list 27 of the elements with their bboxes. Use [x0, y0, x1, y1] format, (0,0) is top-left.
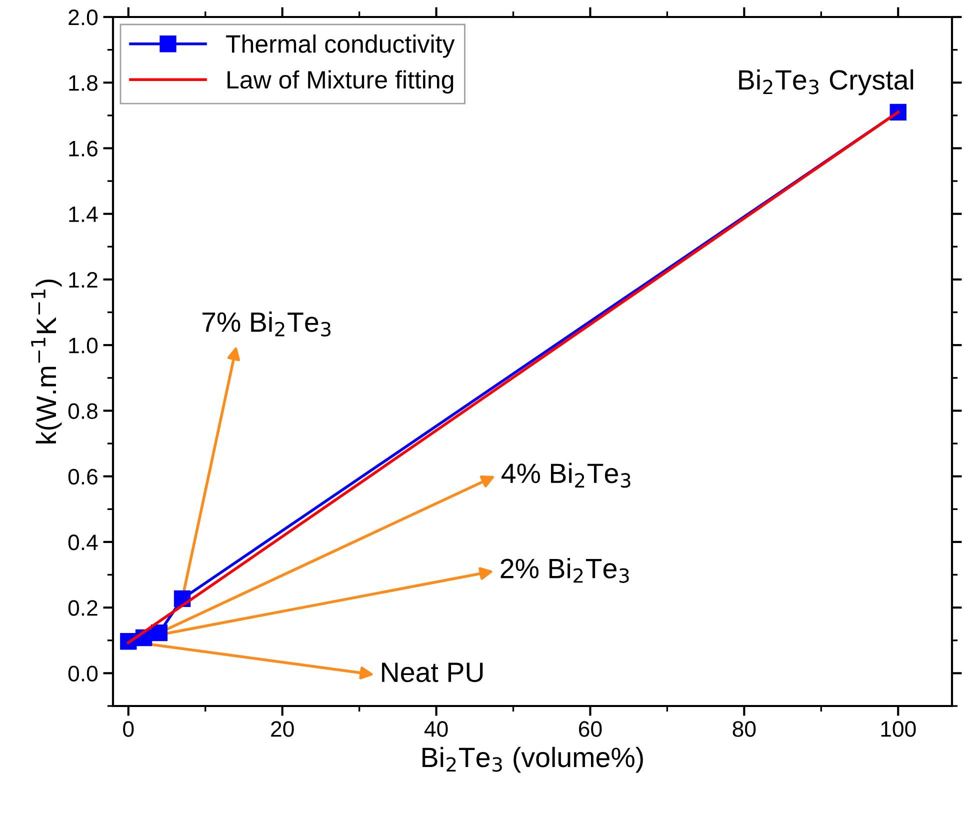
- y-tick-label: 1.2: [69, 272, 98, 288]
- annotation: Neat PU: [382, 662, 483, 682]
- y-tick-label: 1.6: [69, 140, 98, 157]
- legend-label: Thermal conductivity: [226, 34, 455, 58]
- annotation: 2% Bi$_{2}$Te$_{3}$: [500, 558, 629, 583]
- y-tick-label: 0.4: [68, 534, 98, 550]
- y-tick-label: 0.0: [68, 666, 98, 682]
- y-axis-title: k(W.m$^{−1}$K$^{−1}$): [31, 280, 62, 444]
- legend-label: Law of Mixture fitting: [228, 70, 454, 94]
- x-tick-label: 80: [732, 721, 756, 737]
- point: [150, 624, 168, 642]
- y-tick-label: 1.4: [69, 206, 98, 222]
- annotation: 4% Bi$_{2}$Te$_{3}$: [501, 462, 630, 488]
- annotation: 7% Bi$_{2}$Te$_{3}$: [202, 312, 330, 337]
- y-tick-label: 1.8: [69, 75, 98, 91]
- x-tick-label: 60: [579, 721, 602, 737]
- x-tick-label: 100: [881, 721, 916, 737]
- y-tick-label: 0.2: [68, 600, 98, 616]
- annotation: Bi$_{2}$Te$_{3}$ Crystal: [739, 69, 914, 96]
- x-axis-title: Bi$_{2}$Te$_{3}$ (volume%): [422, 746, 643, 773]
- x-tick-label: 0: [123, 721, 134, 737]
- x-tick-label: 40: [424, 721, 448, 737]
- y-tick-label: 0.6: [68, 468, 98, 485]
- y-tick-label: 1.0: [69, 338, 98, 354]
- x-tick-label: 20: [271, 721, 294, 737]
- y-tick-label: 2.0: [68, 10, 98, 26]
- y-tick-label: 0.8: [68, 403, 98, 419]
